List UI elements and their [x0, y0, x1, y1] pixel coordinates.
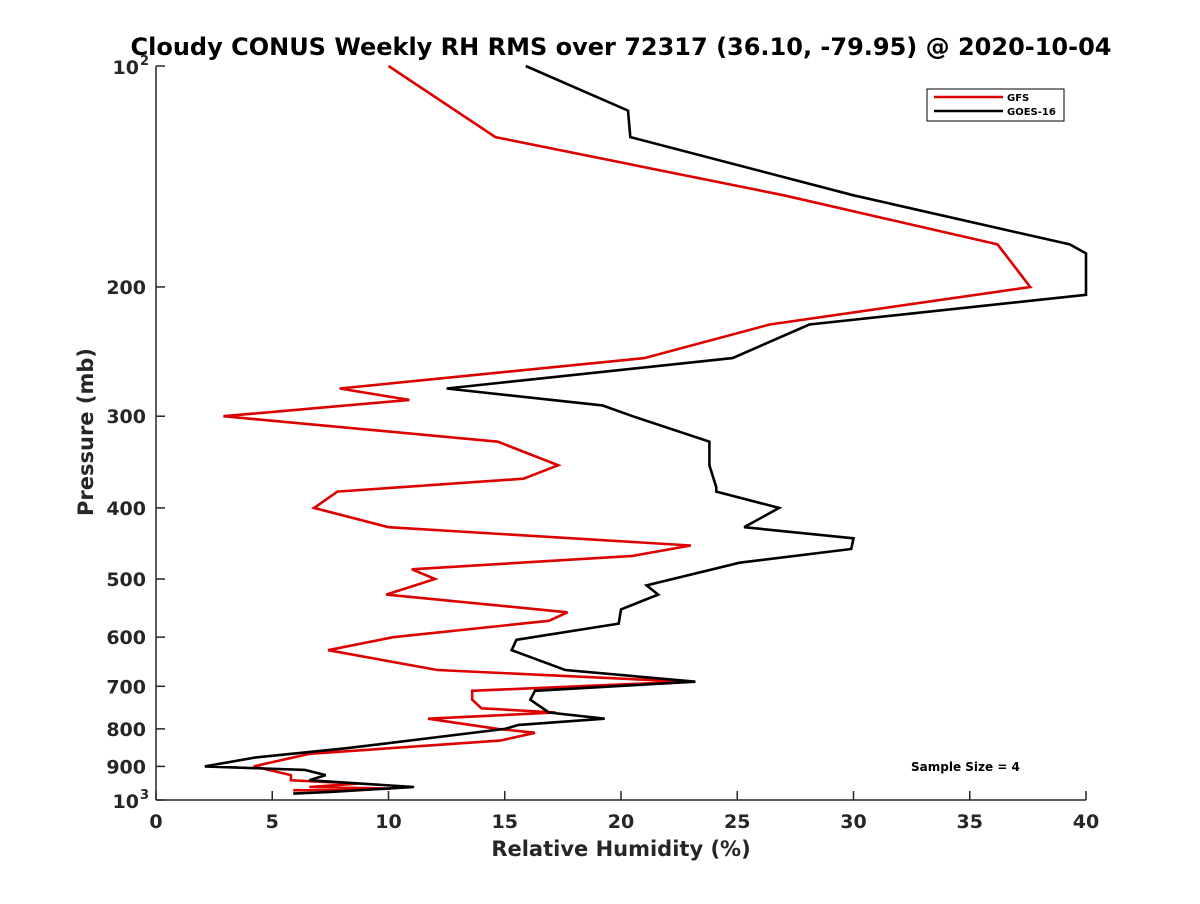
x-tick-label: 35 — [957, 811, 983, 833]
legend-label-gfs: GFS — [1007, 93, 1029, 104]
y-tick-label: 700 — [106, 676, 146, 698]
y-tick-label: 400 — [106, 498, 146, 520]
y-tick-label: 800 — [106, 719, 146, 741]
y-tick-label: 300 — [106, 406, 146, 428]
y-axis-label: Pressure (mb) — [74, 348, 98, 516]
series-line-goes16 — [204, 64, 1088, 795]
y-tick-label: 10 — [113, 791, 139, 813]
x-tick-label: 5 — [266, 811, 279, 833]
x-tick-label: 15 — [492, 811, 518, 833]
sample-size-annotation: Sample Size = 4 — [911, 760, 1020, 774]
y-tick-label: 10 — [113, 57, 139, 79]
legend-box — [926, 88, 1065, 122]
y-tick-exponent: 3 — [140, 788, 149, 803]
x-tick-label: 0 — [149, 811, 162, 833]
x-axis-label: Relative Humidity (%) — [491, 837, 750, 861]
x-tick-label: 40 — [1073, 811, 1099, 833]
y-tick-exponent: 2 — [140, 54, 149, 69]
y-tick-label: 200 — [106, 277, 146, 299]
series-layer — [204, 64, 1088, 795]
x-tick-label: 20 — [608, 811, 634, 833]
legend-label-goes16: GOES-16 — [1007, 107, 1056, 118]
x-tick-label: 25 — [724, 811, 750, 833]
y-tick-label: 900 — [106, 756, 146, 778]
y-tick-label: 500 — [106, 569, 146, 591]
legend: GFS GOES-16 — [926, 88, 1065, 122]
series-line-gfs — [223, 64, 1033, 792]
x-tick-label: 30 — [840, 811, 866, 833]
y-tick-label: 600 — [106, 627, 146, 649]
chart-title: Cloudy CONUS Weekly RH RMS over 72317 (3… — [131, 33, 1112, 61]
x-tick-label: 10 — [375, 811, 401, 833]
